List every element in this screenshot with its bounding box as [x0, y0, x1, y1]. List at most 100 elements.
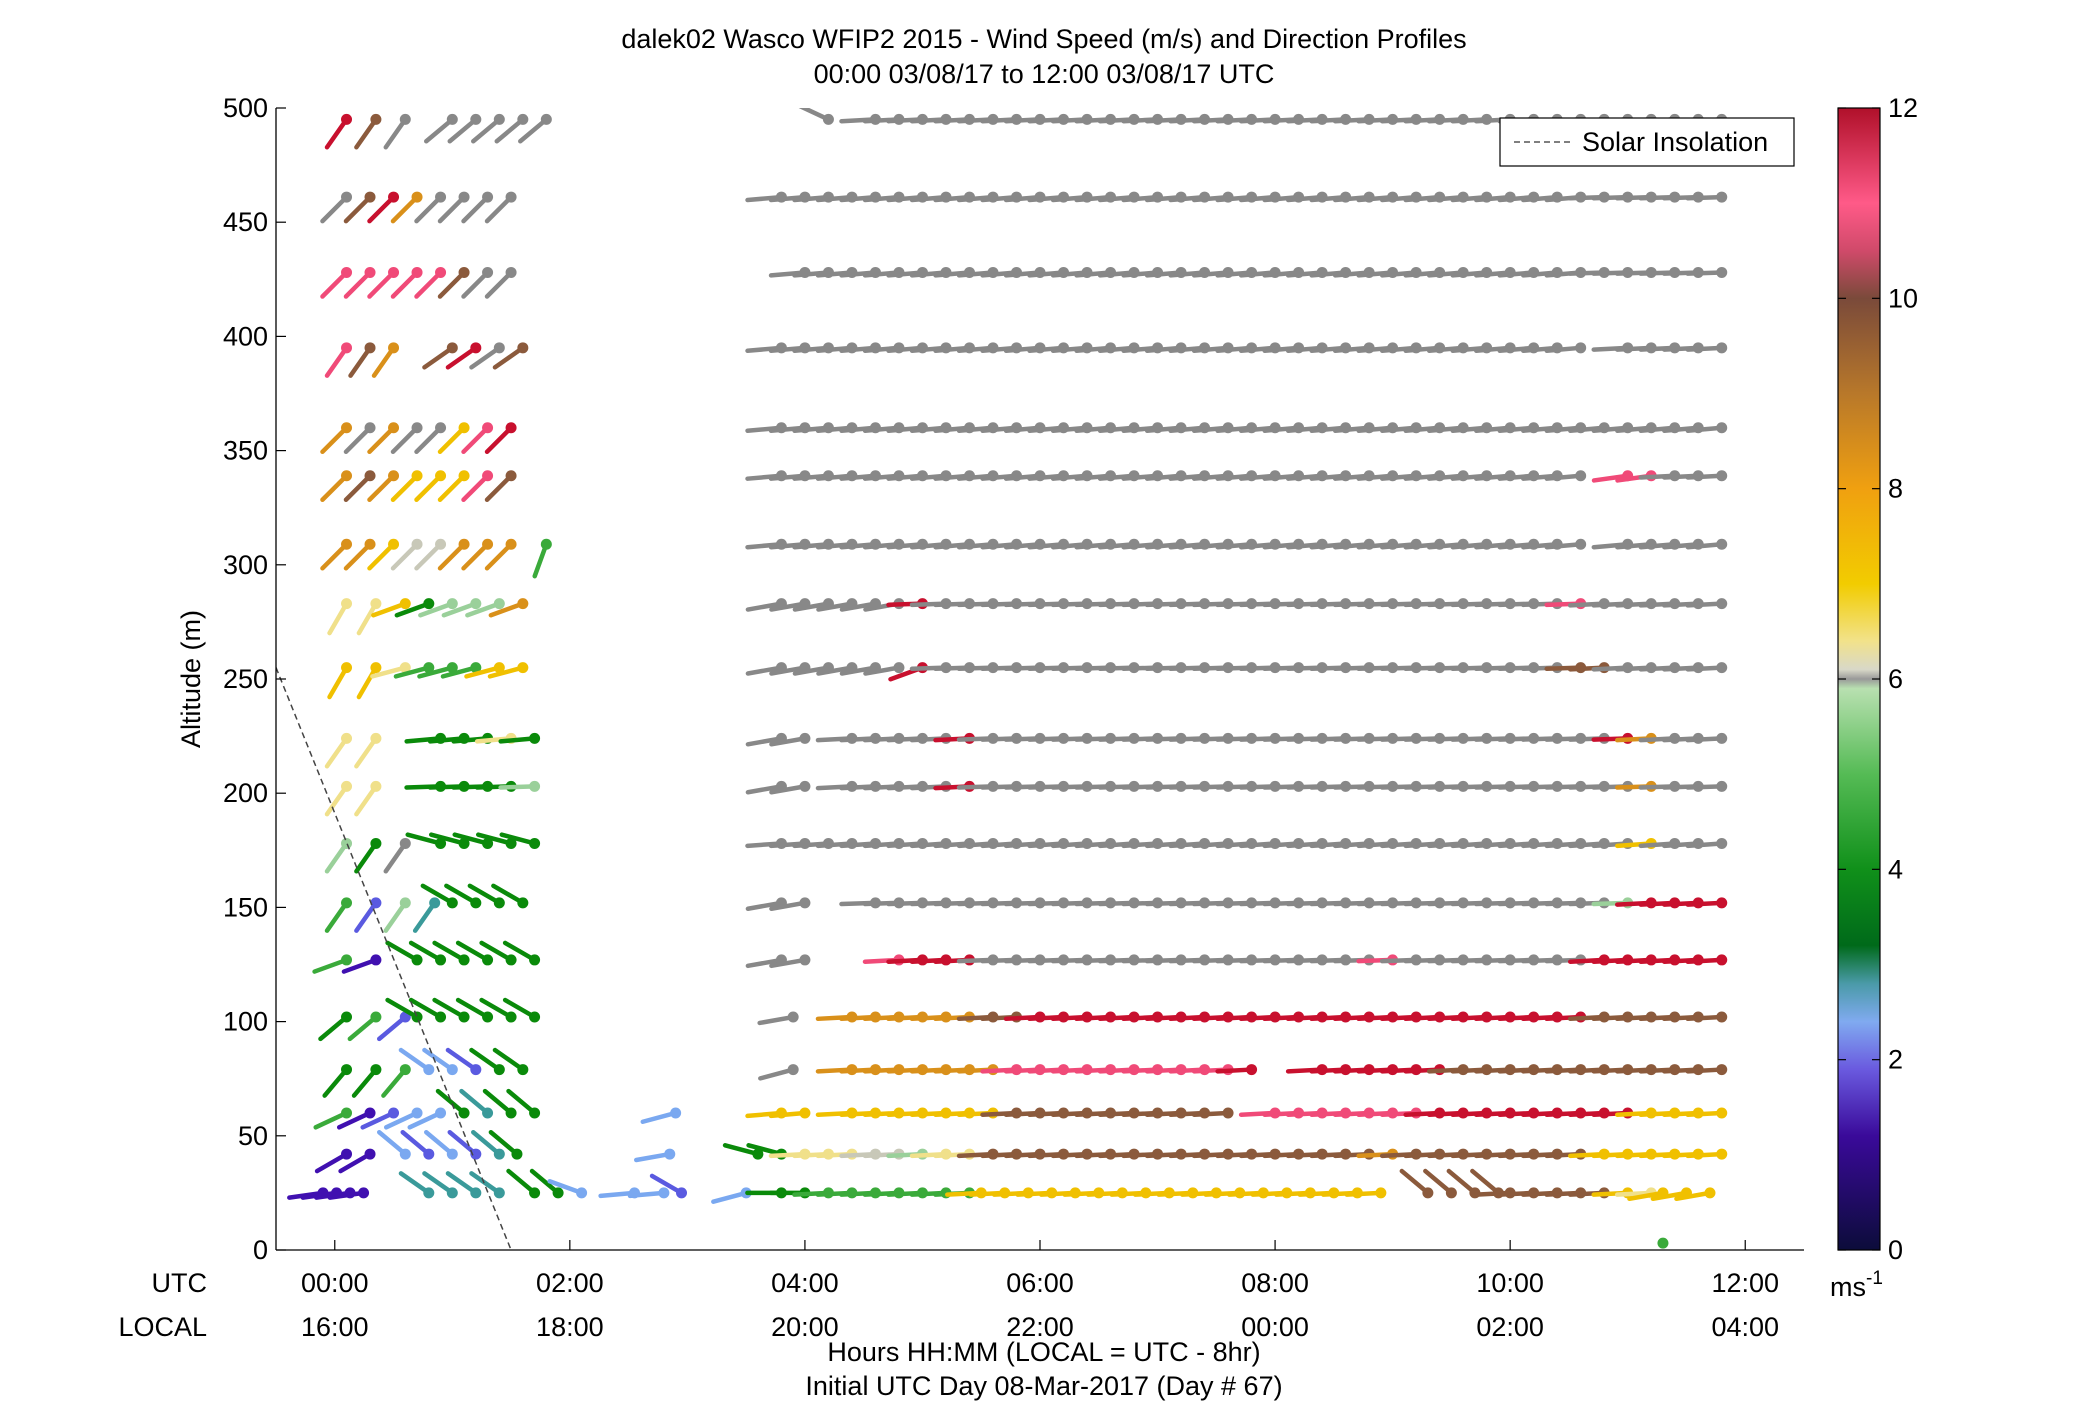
wind-barb — [351, 1064, 382, 1098]
barb-shaft — [547, 1179, 584, 1196]
wind-barb — [367, 422, 400, 455]
barb-shaft — [769, 665, 808, 676]
barb-dot — [446, 662, 458, 674]
barb-shaft — [447, 117, 479, 144]
barb-shaft — [492, 1047, 526, 1072]
barb-dot — [658, 1187, 670, 1199]
barb-shaft — [314, 1151, 349, 1174]
barb-shaft — [376, 1129, 408, 1157]
barb-dot — [341, 1064, 353, 1076]
wind-barb — [498, 732, 541, 744]
barb-shaft — [398, 1171, 432, 1196]
barb-shaft — [320, 425, 349, 455]
barb-shaft — [1685, 601, 1724, 608]
barb-dot — [423, 1148, 435, 1160]
local-tick-label: 22:00 — [1006, 1312, 1074, 1342]
local-tick-label: 04:00 — [1711, 1312, 1779, 1342]
wind-barb — [471, 113, 505, 144]
barb-dot — [458, 191, 470, 203]
barb-dot — [482, 266, 494, 278]
barb-shaft — [488, 1129, 520, 1157]
barb-shaft — [757, 1014, 796, 1026]
barb-shaft — [381, 1067, 408, 1098]
barb-dot — [370, 837, 382, 849]
utc-tick-label: 10:00 — [1476, 1268, 1544, 1298]
barb-dot — [435, 837, 447, 849]
barb-shaft — [494, 117, 526, 144]
x-axis-sublabel: Initial UTC Day 08-Mar-2017 (Day # 67) — [805, 1371, 1282, 1401]
barb-dot — [517, 662, 529, 674]
x-axis-ticks: 00:00 16:00 02:00 18:00 04:00 20:00 06:00 22:00… — [301, 1240, 1779, 1342]
barb-shaft — [484, 541, 514, 571]
barb-dot — [505, 266, 517, 278]
wind-barb — [1344, 1187, 1387, 1199]
wind-barb — [327, 598, 353, 636]
barb-shaft — [471, 1129, 502, 1157]
barb-dot — [799, 1107, 811, 1119]
barb-shaft — [324, 736, 349, 769]
barb-dot — [670, 1107, 682, 1119]
barb-dot — [1445, 1187, 1457, 1199]
wind-barb — [322, 1064, 353, 1098]
wind-barb — [1215, 1064, 1258, 1076]
wind-barb — [367, 266, 400, 299]
barb-shaft — [839, 665, 878, 676]
barb-dot — [576, 1187, 588, 1199]
barb-shaft — [370, 665, 408, 679]
barb-shaft — [1544, 541, 1583, 550]
wind-barb — [769, 897, 811, 911]
barb-dot — [411, 1011, 423, 1023]
barb-shaft — [484, 270, 514, 299]
wind-barb — [356, 598, 382, 636]
wind-barb — [441, 598, 482, 618]
barb-shaft — [327, 1190, 366, 1200]
wind-barb — [634, 1148, 676, 1163]
wind-barb — [1685, 1107, 1728, 1119]
wind-barb — [383, 1107, 423, 1130]
wind-barb — [437, 470, 470, 503]
barb-shaft — [452, 832, 490, 846]
wind-barb — [469, 1047, 505, 1076]
barb-shaft — [437, 194, 467, 224]
y-axis-label: Altitude (m) — [176, 610, 206, 748]
barb-dot — [364, 1148, 376, 1160]
barb-shaft — [393, 665, 432, 679]
barb-shaft — [471, 117, 502, 144]
wind-barb — [437, 538, 470, 571]
barb-shaft — [327, 601, 349, 636]
barb-dot — [364, 470, 376, 482]
barb-dot — [458, 422, 470, 434]
barb-shaft — [343, 194, 373, 224]
wind-barb — [422, 1171, 458, 1199]
barb-shaft — [437, 425, 467, 455]
barb-dot — [341, 342, 353, 354]
wind-barb — [422, 1047, 458, 1076]
wind-barb — [1544, 470, 1587, 482]
y-tick-label: 0 — [253, 1235, 268, 1265]
barb-shaft — [768, 1110, 808, 1119]
barb-dot — [505, 837, 517, 849]
barb-shaft — [1614, 1190, 1654, 1197]
barb-dot — [399, 1064, 411, 1076]
barb-dot — [493, 1148, 505, 1160]
barb-dot — [1716, 1064, 1728, 1076]
barb-shaft — [839, 601, 878, 612]
barb-dot — [370, 1011, 382, 1023]
barb-dot — [1716, 837, 1728, 849]
y-tick-label: 300 — [223, 550, 268, 580]
utc-tick-label: 12:00 — [1711, 1268, 1779, 1298]
barb-dot — [341, 113, 353, 125]
barb-shaft — [324, 841, 349, 874]
barb-dot — [1716, 191, 1728, 203]
wind-barb — [461, 191, 494, 224]
barb-dot — [1716, 1107, 1728, 1119]
barb-dot — [364, 191, 376, 203]
wind-barb — [484, 266, 517, 299]
barb-shaft — [424, 117, 455, 144]
barb-dot — [552, 1187, 564, 1199]
barb-shaft — [440, 665, 479, 679]
barb-shaft — [465, 601, 502, 618]
barb-dot — [1422, 1187, 1434, 1199]
wind-barb — [1544, 538, 1587, 550]
wind-barb — [1685, 954, 1728, 966]
